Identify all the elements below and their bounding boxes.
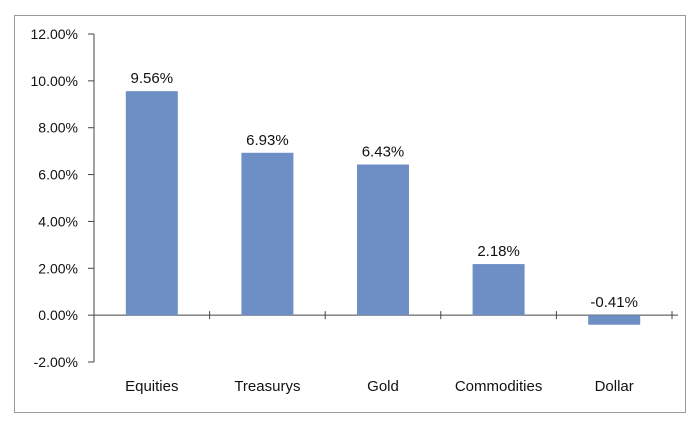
bar-dollar (588, 315, 641, 325)
x-category-label: Commodities (455, 378, 543, 395)
data-label-dollar: -0.41% (590, 294, 638, 311)
bar-equities (125, 91, 178, 316)
y-tick-label: 8.00% (38, 120, 78, 136)
data-label-equities: 9.56% (131, 70, 174, 87)
x-category-label: Treasurys (234, 378, 300, 395)
data-label-treasurys: 6.93% (246, 132, 289, 149)
y-tick-label: 4.00% (38, 213, 78, 229)
x-category-label: Equities (125, 378, 178, 395)
y-axis: 12.00% 10.00% 8.00% 6.00% 4.00% 2.00% 0.00% -2.… (31, 26, 95, 370)
y-tick-label: 10.00% (31, 73, 78, 89)
bars (125, 91, 641, 325)
data-label-gold: 6.43% (362, 143, 405, 160)
bar-treasurys (241, 152, 294, 316)
x-category-label: Dollar (595, 378, 634, 395)
chart-frame (14, 15, 686, 413)
y-tick-label: 6.00% (38, 167, 78, 183)
data-labels: 9.56% Equities 6.93% Treasurys 6.43% Gold 2.18… (125, 70, 638, 395)
y-tick-label: -2.00% (34, 354, 78, 370)
bar-commodities (472, 264, 525, 316)
y-tick-label: 0.00% (38, 307, 78, 323)
y-tick-label: 2.00% (38, 260, 78, 276)
data-label-commodities: 2.18% (477, 243, 520, 260)
x-category-label: Gold (367, 378, 399, 395)
y-tick-label: 12.00% (31, 26, 78, 42)
bar-gold (357, 164, 409, 316)
